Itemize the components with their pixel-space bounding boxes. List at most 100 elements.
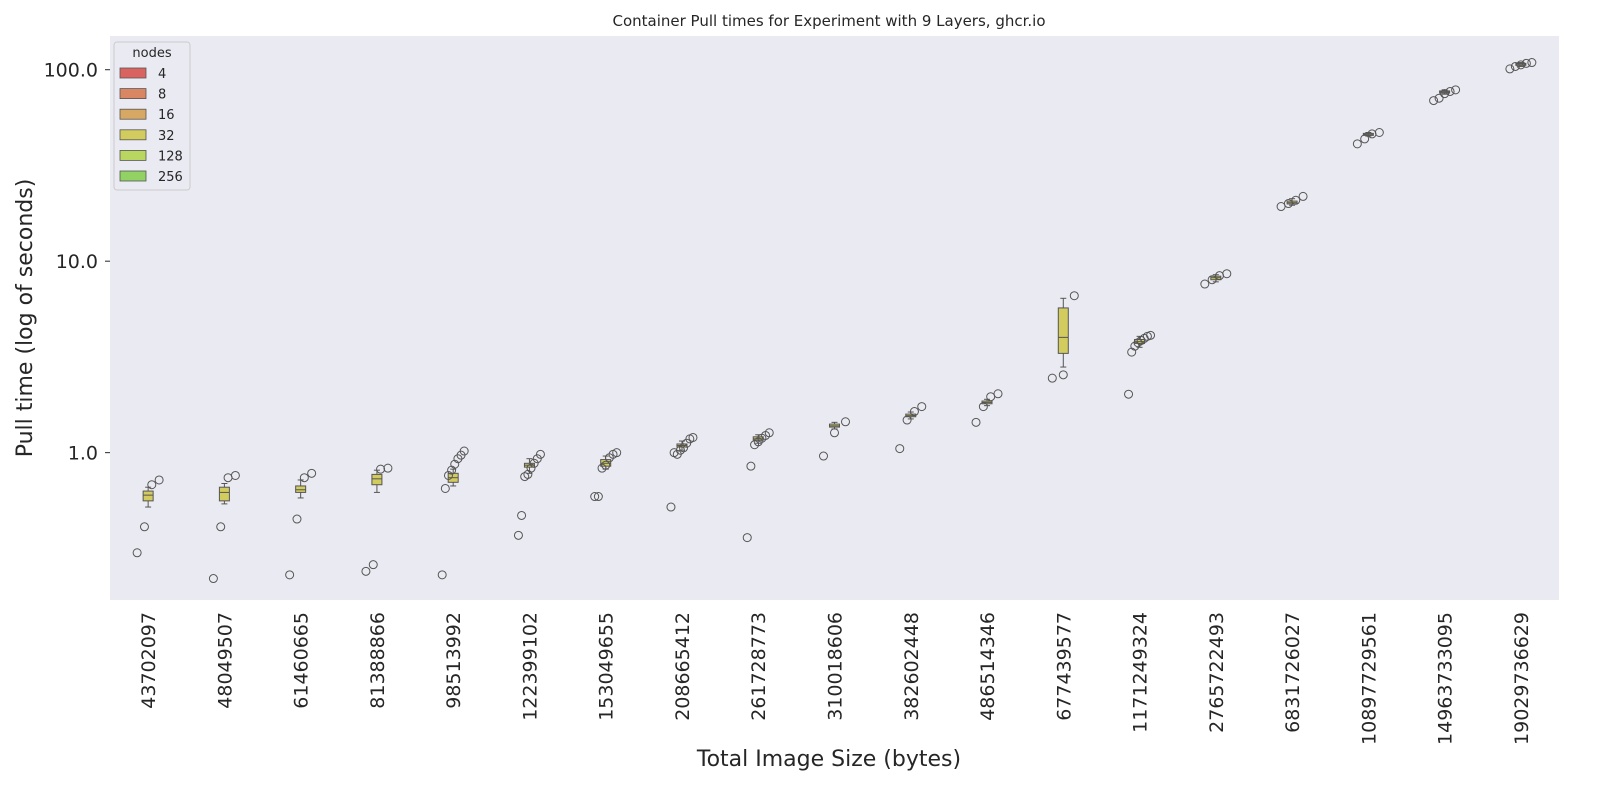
- outlier-point: [376, 464, 386, 474]
- legend-swatch: [119, 170, 147, 182]
- outlier-point: [1505, 64, 1515, 74]
- box: [371, 473, 383, 486]
- box-group: [513, 449, 545, 540]
- y-tick-label: 1.0: [68, 443, 98, 465]
- outlier-point: [529, 458, 539, 468]
- x-tick-label: 1171249324: [1130, 612, 1152, 733]
- outlier-point: [909, 407, 919, 417]
- outlier-point: [440, 483, 450, 493]
- outlier-point: [1124, 389, 1134, 399]
- box: [295, 485, 307, 493]
- box-group: [590, 448, 622, 502]
- box-group: [971, 389, 1003, 427]
- outlier-point: [917, 402, 927, 412]
- outlier-point: [459, 446, 469, 456]
- box-group: [132, 475, 164, 558]
- y-axis-label: Pull time (log of seconds): [13, 179, 38, 458]
- x-tick-label: 48049507: [214, 612, 236, 709]
- outlier-point: [1429, 96, 1439, 106]
- x-tick-label: 153049655: [596, 612, 618, 721]
- x-tick-label: 43702097: [138, 612, 160, 709]
- outlier-point: [443, 470, 453, 480]
- boxes-layer: [132, 58, 1537, 584]
- outlier-point: [666, 502, 676, 512]
- outlier-point: [1136, 336, 1146, 346]
- box: [1057, 307, 1069, 354]
- outlier-point: [383, 463, 393, 473]
- outlier-point: [1510, 61, 1520, 71]
- box-group: [1352, 127, 1384, 149]
- x-tick-label: 486514346: [977, 612, 999, 721]
- chart-title: Container Pull times for Experiment with…: [612, 12, 1045, 30]
- x-tick-label: 10897729561: [1358, 612, 1380, 745]
- outlier-point: [307, 468, 317, 478]
- outlier-point: [526, 463, 536, 473]
- outlier-point: [1283, 199, 1293, 209]
- outlier-point: [688, 432, 698, 442]
- box-group: [361, 463, 393, 576]
- outlier-point: [841, 417, 850, 427]
- outlier-point: [450, 459, 460, 469]
- outlier-point: [154, 475, 164, 485]
- outlier-point: [1069, 291, 1079, 301]
- outlier-point: [230, 470, 240, 480]
- x-tick-label: 122399102: [519, 612, 541, 721]
- legend-label: 8: [158, 88, 166, 103]
- outlier-point: [299, 473, 309, 483]
- x-tick-label: 382602448: [901, 612, 923, 721]
- outlier-point: [612, 448, 622, 458]
- outlier-point: [1130, 341, 1140, 351]
- outlier-point: [1434, 93, 1444, 103]
- legend-title: nodes: [132, 46, 171, 61]
- outlier-point: [513, 530, 523, 540]
- legend: nodes 4 8 16 32 128 256: [113, 41, 191, 191]
- outlier-point: [132, 548, 142, 558]
- outlier-point: [1440, 89, 1450, 99]
- y-tick-label: 100.0: [44, 60, 98, 82]
- legend-label: 256: [158, 170, 183, 185]
- legend-swatch: [119, 150, 147, 161]
- outlier-point: [361, 566, 371, 576]
- legend-swatch: [119, 108, 147, 120]
- outlier-point: [601, 460, 611, 470]
- outlier-point: [993, 389, 1003, 399]
- outlier-point: [1133, 338, 1143, 348]
- outlier-point: [216, 522, 226, 532]
- box-group: [819, 417, 850, 461]
- box-group: [1429, 85, 1461, 106]
- outlier-point: [746, 461, 756, 471]
- box-group: [666, 432, 698, 512]
- legend-entries: 4 8 16 32 128 256: [119, 67, 183, 185]
- outlier-point: [895, 444, 905, 454]
- legend-label: 4: [158, 67, 166, 82]
- box-group: [742, 428, 774, 543]
- outlier-point: [819, 451, 828, 461]
- outlier-point: [1200, 279, 1210, 289]
- box-group: [1276, 191, 1308, 212]
- y-axis: 1.0 10.0 100.0: [44, 60, 110, 465]
- outlier-point: [675, 445, 685, 455]
- outlier-point: [1146, 330, 1156, 340]
- outlier-point: [1451, 85, 1461, 95]
- y-tick-label: 10.0: [56, 251, 98, 273]
- box-group: [895, 402, 927, 454]
- x-tick-label: 310018606: [825, 612, 847, 721]
- outlier-point: [971, 417, 981, 427]
- outlier-point: [517, 510, 527, 520]
- outlier-point: [1527, 58, 1537, 68]
- outlier-point: [978, 402, 988, 412]
- outlier-point: [593, 492, 603, 502]
- outlier-point: [147, 480, 157, 490]
- outlier-point: [590, 492, 600, 502]
- outlier-point: [520, 472, 530, 482]
- outlier-point: [368, 560, 378, 570]
- outlier-point: [742, 533, 752, 543]
- outlier-point: [1374, 127, 1384, 137]
- outlier-point: [1516, 60, 1526, 70]
- box-group: [1124, 330, 1156, 399]
- x-tick-label: 677439577: [1053, 612, 1075, 721]
- outlier-point: [1047, 373, 1057, 383]
- legend-label: 128: [158, 149, 183, 164]
